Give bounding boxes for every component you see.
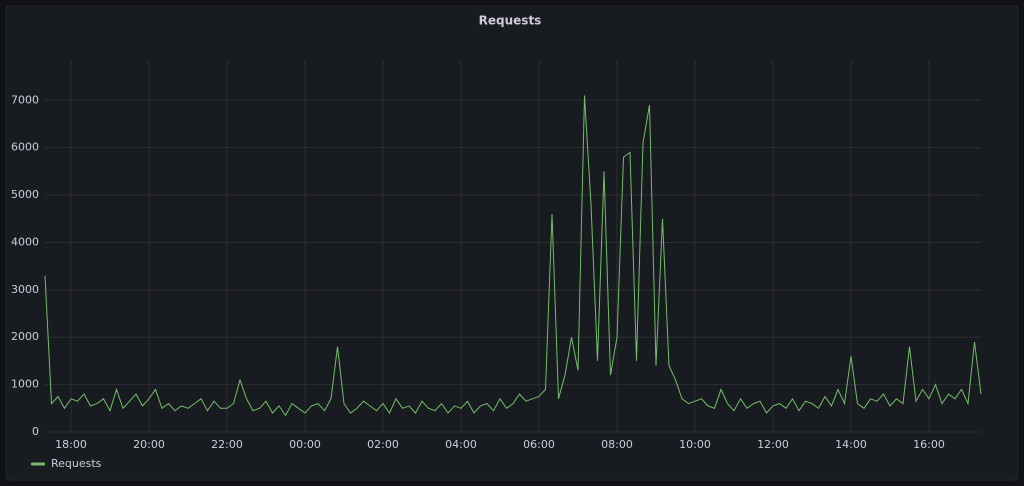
y-tick-label: 4000: [11, 235, 39, 248]
panel-frame: [5, 5, 1019, 481]
legend-label[interactable]: Requests: [51, 457, 102, 470]
y-tick-label: 7000: [11, 93, 39, 106]
x-tick-label: 12:00: [757, 438, 789, 451]
x-tick-label: 20:00: [133, 438, 165, 451]
y-tick-label: 3000: [11, 283, 39, 296]
x-tick-label: 00:00: [289, 438, 321, 451]
y-tick-label: 5000: [11, 188, 39, 201]
x-tick-label: 10:00: [679, 438, 711, 451]
x-tick-label: 18:00: [55, 438, 87, 451]
series-line: [44, 95, 982, 417]
x-tick-label: 16:00: [913, 438, 945, 451]
y-tick-label: 1000: [11, 378, 39, 391]
x-tick-label: 08:00: [601, 438, 633, 451]
x-tick-label: 02:00: [367, 438, 399, 451]
y-tick-label: 0: [32, 425, 39, 438]
x-tick-label: 22:00: [211, 438, 243, 451]
y-tick-label: 2000: [11, 330, 39, 343]
x-tick-label: 04:00: [445, 438, 477, 451]
legend-swatch[interactable]: [31, 462, 45, 466]
x-tick-label: 14:00: [835, 438, 867, 451]
x-tick-label: 06:00: [523, 438, 555, 451]
y-tick-label: 6000: [11, 141, 39, 154]
panel-title[interactable]: Requests: [479, 14, 542, 28]
